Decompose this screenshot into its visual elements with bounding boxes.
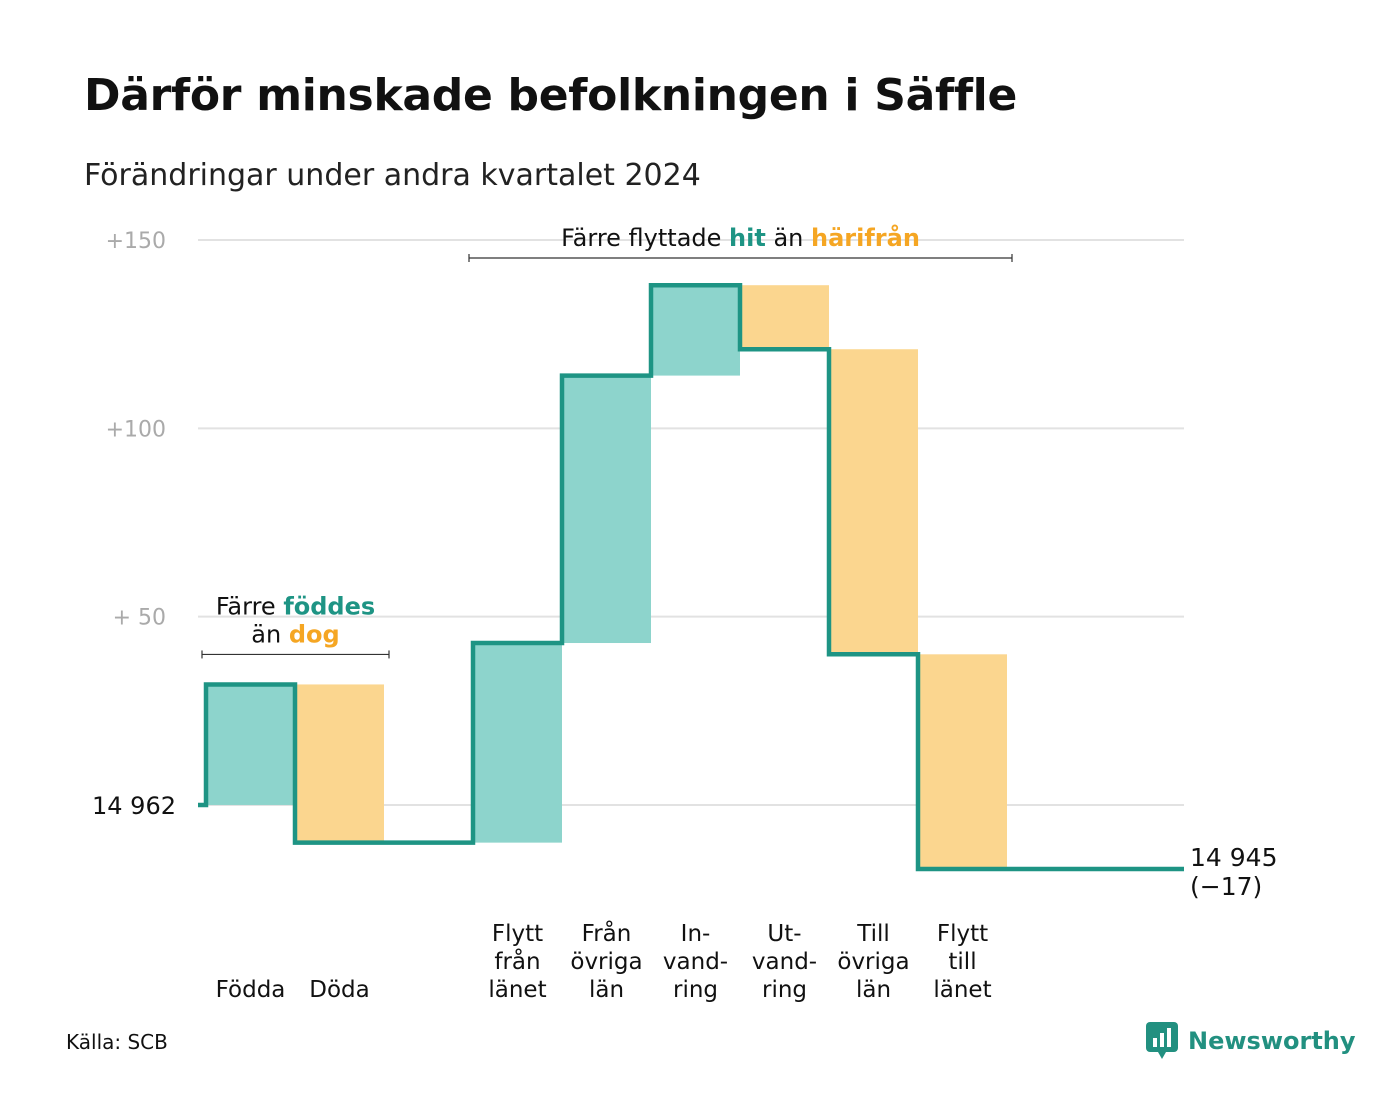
x-category-label: Ut- (767, 921, 801, 947)
x-category-label: Flytt (492, 921, 543, 947)
y-tick-label: +150 (106, 229, 166, 254)
annotation-segment: hit (729, 224, 766, 252)
x-category-label: till (948, 949, 976, 975)
annotation-text: Färre flyttade hit än härifrån (561, 223, 920, 252)
annotation-segment: föddes (283, 592, 375, 620)
chart-subtitle: Förändringar under andra kvartalet 2024 (84, 158, 701, 193)
annotation-segment: Färre flyttade (561, 224, 729, 252)
line-layer (198, 282, 1184, 872)
cumulative-step-line (198, 282, 1184, 872)
annotation-segment: än (766, 224, 811, 252)
bar-decrease (918, 654, 1007, 869)
annotation-segment: än (251, 620, 289, 648)
bar-decrease (740, 285, 829, 350)
y-tick-label: + 50 (113, 606, 166, 631)
bar-decrease (295, 684, 384, 843)
x-category-label: In- (681, 921, 711, 947)
x-category-label: övriga (570, 949, 642, 975)
brand-logo: Newsworthy (1146, 1022, 1356, 1060)
annotation-segment: härifrån (811, 223, 920, 252)
bar-increase (206, 684, 295, 805)
x-category-label: vand- (752, 949, 817, 975)
x-category-label: från (494, 947, 540, 975)
bar-increase (473, 643, 562, 843)
bar-layer (206, 285, 1007, 869)
x-category-label: länet (488, 977, 546, 1003)
x-category-label: Döda (309, 977, 369, 1003)
chart-title: Därför minskade befolkningen i Säffle (84, 70, 1018, 121)
x-category-label: ring (762, 977, 807, 1003)
start-value-label: 14 962 (92, 792, 176, 820)
annotation-segment: dog (289, 620, 340, 648)
annotation-segment: Färre (216, 592, 284, 620)
x-category-label: länet (933, 977, 991, 1003)
label-layer: Födda DödaFlyttfrånlänetFrånövrigalänIn-v… (92, 792, 1277, 1003)
y-tick-label: +100 (106, 417, 166, 442)
end-change-label: (−17) (1190, 872, 1262, 901)
x-category-label: Från (582, 919, 632, 947)
x-category-label: län (856, 977, 891, 1003)
x-category-label: Flytt (937, 921, 988, 947)
bar-increase (562, 375, 651, 644)
x-category-label: Till (856, 921, 890, 947)
source-note: Källa: SCB (66, 1030, 168, 1054)
annotation-text: Färre föddes (216, 592, 375, 620)
end-value-label: 14 945 (1190, 843, 1277, 872)
bar-increase (651, 285, 740, 376)
x-category-label: ring (673, 977, 718, 1003)
bar-decrease (829, 349, 918, 655)
x-category-label: Födda (216, 977, 286, 1003)
x-category-label: vand- (663, 949, 728, 975)
brand-name: Newsworthy (1188, 1027, 1356, 1055)
newsworthy-logo-icon (1146, 1022, 1178, 1059)
annotation-text: än dog (251, 620, 339, 648)
x-category-label: övriga (837, 949, 909, 975)
x-category-label: län (589, 977, 624, 1003)
